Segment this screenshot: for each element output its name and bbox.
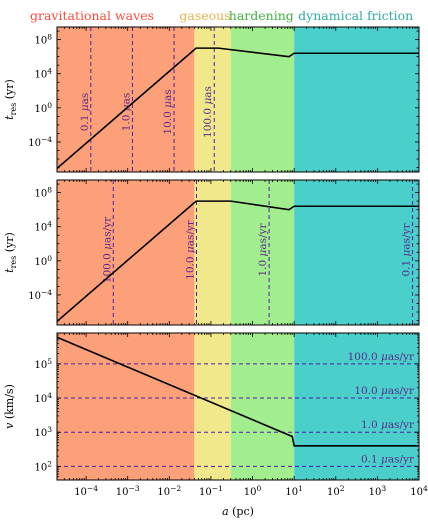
- x-tick-label: 10−4: [74, 484, 98, 498]
- marker-label: 100.0 μas: [202, 86, 214, 138]
- marker-label: 10.0 μas/yr: [184, 219, 196, 280]
- y-axis-label: tres (yr): [3, 232, 18, 273]
- panel-middle: 100.0 μas/yr 10.0 μas/yr 1.0 μas/yr 0.1 μas…: [3, 179, 420, 326]
- x-ticks: [56, 180, 420, 325]
- x-ticks: [56, 333, 420, 480]
- x-axis-label: a (pc): [222, 505, 254, 518]
- y-axis-label: tres (yr): [3, 79, 18, 120]
- y-ticks: [57, 30, 419, 168]
- x-tick-label: 102: [327, 484, 345, 498]
- x-tick-label: 10−1: [199, 484, 223, 498]
- y-tick-label: 105: [34, 357, 52, 371]
- level-label: 10.0 μas/yr: [354, 385, 415, 397]
- y-tick-label: 10−4: [28, 288, 52, 302]
- y-tick-label: 108: [34, 186, 52, 200]
- region-band: [194, 180, 231, 325]
- marker-label: 1.0 μas/yr: [257, 223, 269, 277]
- level-label: 1.0 μas/yr: [361, 419, 415, 431]
- marker-label: 0.1 μas/yr: [401, 223, 413, 277]
- region-backgrounds: [57, 180, 419, 325]
- x-tick-label: 103: [369, 484, 387, 498]
- y-tick-label: 103: [34, 425, 52, 439]
- marker-label: 0.1 μas: [79, 93, 91, 132]
- region-backgrounds: [57, 27, 419, 172]
- panel-bottom: 100.0 μas/yr 10.0 μas/yr 1.0 μas/yr 0.1 μas…: [3, 332, 428, 518]
- y-tick-label: 104: [34, 220, 52, 234]
- marker-label: 100.0 μas/yr: [101, 216, 113, 283]
- x-tick-label: 100: [244, 484, 262, 498]
- region-backgrounds: [57, 333, 419, 480]
- region-band: [294, 333, 419, 480]
- region-title: dynamical friction: [298, 8, 413, 23]
- x-ticks: [56, 27, 420, 172]
- y-ticks: [57, 332, 419, 481]
- level-label: 0.1 μas/yr: [361, 453, 415, 465]
- data-curve: [57, 200, 419, 322]
- y-tick-label: 10−4: [28, 135, 52, 149]
- region-band: [294, 27, 419, 172]
- y-ticks: [57, 183, 419, 321]
- annotations: 100.0 μas/yr 10.0 μas/yr 1.0 μas/yr 0.1 μas…: [57, 351, 419, 467]
- level-label: 100.0 μas/yr: [348, 351, 415, 363]
- y-tick-label: 102: [34, 459, 52, 473]
- annotations: 100.0 μas/yr 10.0 μas/yr 1.0 μas/yr 0.1 μas…: [101, 180, 414, 325]
- region-band: [230, 27, 295, 172]
- region-band: [230, 333, 295, 480]
- data-curve: [57, 336, 419, 447]
- y-tick-label: 104: [34, 67, 52, 81]
- region-title: gravitational waves: [30, 8, 154, 23]
- marker-label: 10.0 μas: [162, 89, 174, 134]
- y-tick-label: 100: [34, 101, 52, 115]
- region-band: [57, 333, 195, 480]
- plot-frame: [56, 332, 420, 481]
- x-tick-label: 104: [410, 484, 428, 498]
- x-tick-label: 10−2: [157, 484, 181, 498]
- region-band: [194, 27, 231, 172]
- region-band: [294, 180, 419, 325]
- y-tick-label: 100: [34, 254, 52, 268]
- region-title: hardening: [229, 8, 294, 23]
- region-band: [230, 180, 295, 325]
- y-tick-label: 104: [34, 391, 52, 405]
- y-tick-label: 108: [34, 33, 52, 47]
- data-curve: [57, 47, 419, 169]
- x-tick-label: 101: [285, 484, 303, 498]
- region-band: [194, 333, 231, 480]
- y-axis-label: v (km/s): [3, 384, 16, 429]
- region-title: gaseous: [179, 8, 230, 23]
- x-tick-label: 10−3: [116, 484, 140, 498]
